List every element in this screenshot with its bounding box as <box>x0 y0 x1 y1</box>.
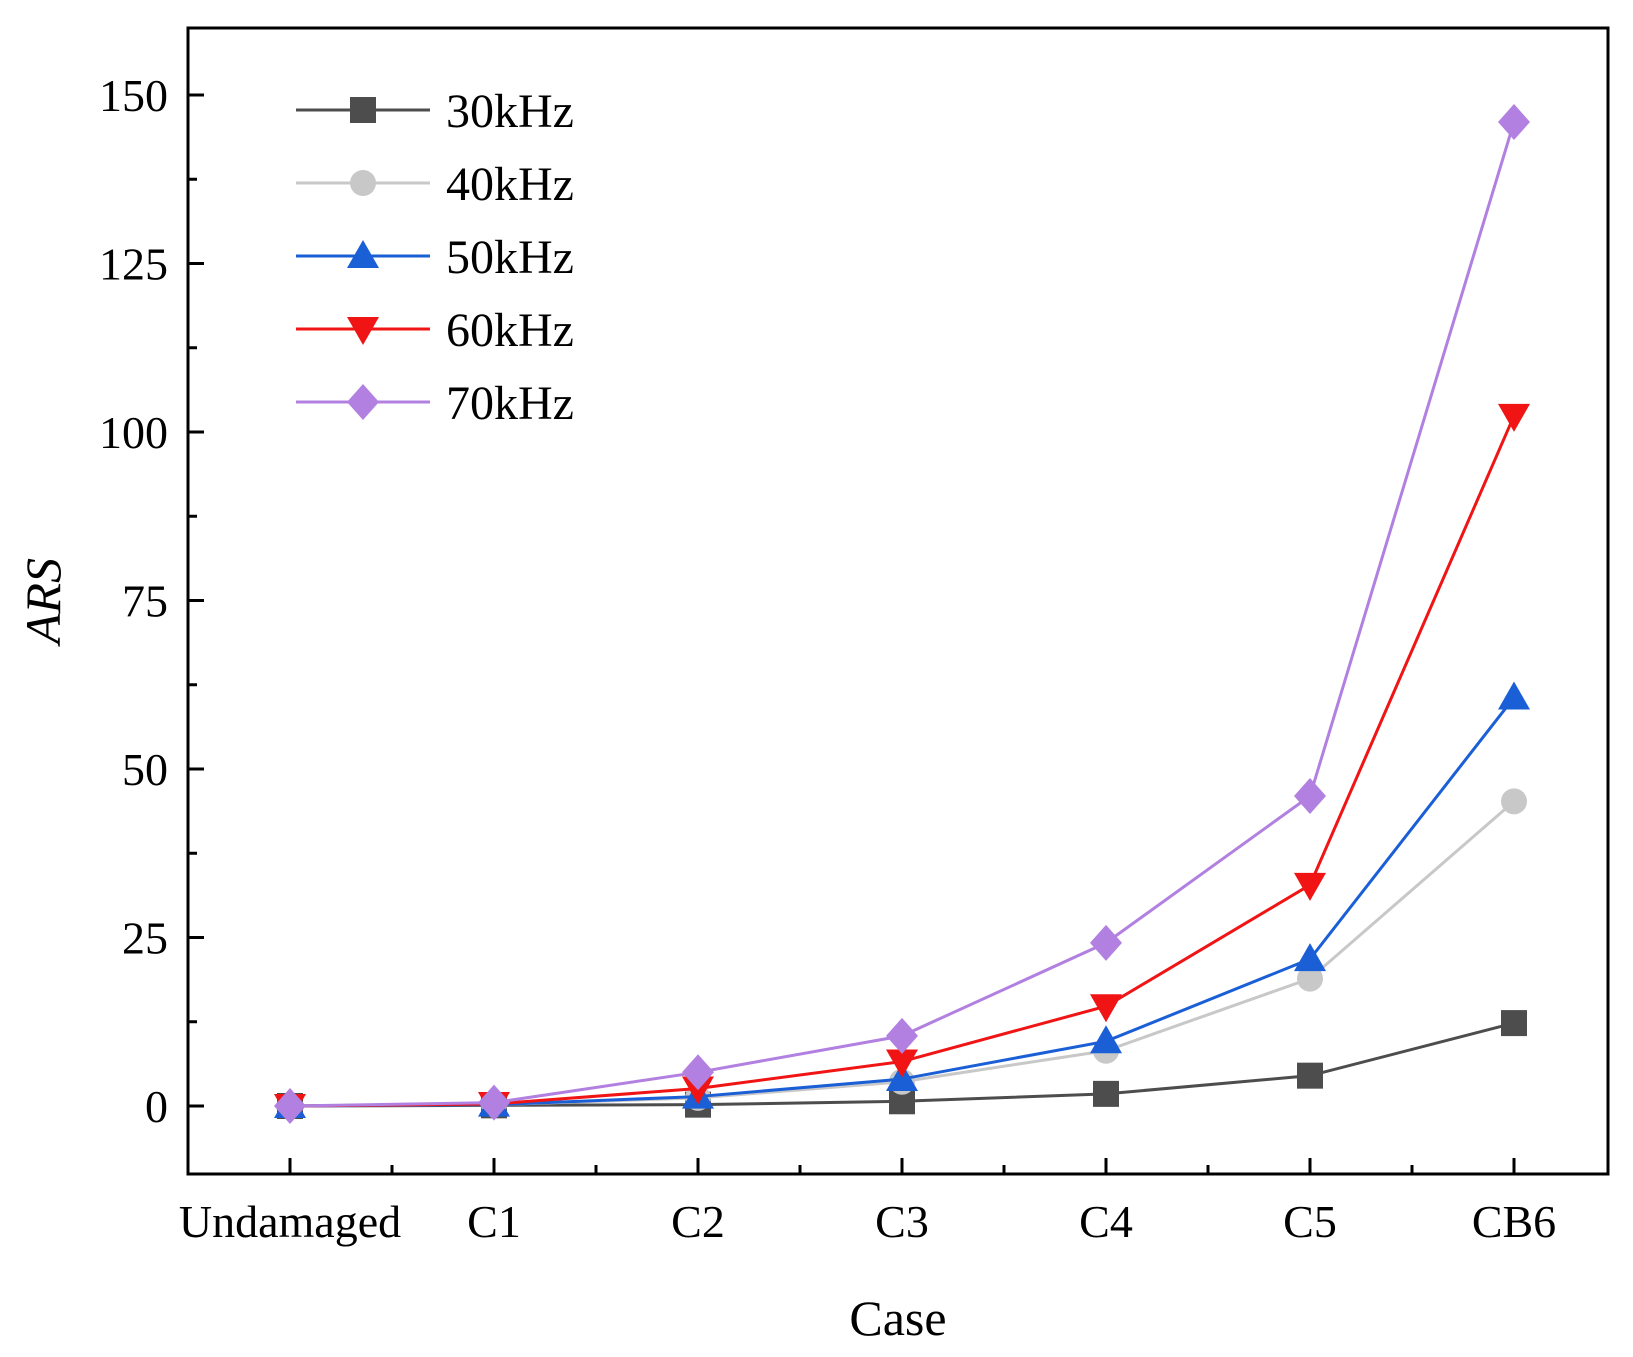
y-tick-label: 25 <box>122 913 168 964</box>
x-axis-title: Case <box>849 1290 946 1346</box>
x-tick-label: C1 <box>467 1196 521 1247</box>
data-point-70khz <box>478 1084 510 1121</box>
legend-marker-30khz <box>350 97 376 123</box>
x-tick-label: C2 <box>671 1196 725 1247</box>
x-tick-label: C4 <box>1079 1196 1133 1247</box>
x-tick-label: CB6 <box>1472 1196 1556 1247</box>
x-axis: Undamaged C1 C2 C3 C4 C5 CB6 <box>179 1158 1556 1247</box>
plot-frame <box>186 26 1610 1176</box>
y-tick-label: 75 <box>122 576 168 627</box>
data-point-60khz <box>1090 994 1122 1023</box>
legend: 30kHz 40kHz 50kHz 60kHz 70kHz <box>296 85 574 430</box>
data-point-70khz <box>682 1054 714 1091</box>
data-point-30khz <box>1297 1062 1323 1089</box>
legend-marker-50khz <box>347 240 379 268</box>
legend-marker-60khz <box>347 317 379 345</box>
y-tick-label: 0 <box>145 1081 168 1132</box>
data-point-50khz <box>1090 1025 1122 1054</box>
data-point-70khz <box>1294 777 1326 814</box>
legend-label-40khz: 40kHz <box>446 158 574 211</box>
x-tick-label: Undamaged <box>179 1196 401 1247</box>
y-tick-label: 50 <box>122 744 168 795</box>
x-tick-label: C3 <box>875 1196 929 1247</box>
data-point-60khz <box>1498 403 1530 432</box>
series-line-60khz <box>289 415 1516 1108</box>
legend-label-30khz: 30kHz <box>446 85 574 138</box>
data-point-50khz <box>1498 681 1530 710</box>
data-point-40khz <box>1501 788 1527 815</box>
legend-marker-40khz <box>350 170 376 196</box>
data-point-70khz <box>1498 103 1530 140</box>
y-tick-label: 125 <box>99 239 168 290</box>
legend-label-50khz: 50kHz <box>446 231 574 284</box>
series-group <box>274 103 1530 1124</box>
data-point-60khz <box>682 1076 714 1105</box>
data-point-60khz <box>886 1049 918 1078</box>
y-axis: 0 25 50 75 100 125 150 <box>99 70 204 1132</box>
y-axis-title: ARS <box>15 558 71 647</box>
legend-label-60khz: 60kHz <box>446 304 574 357</box>
x-tick-label: C5 <box>1283 1196 1337 1247</box>
data-point-50khz <box>1294 943 1326 972</box>
legend-marker-70khz <box>347 384 379 420</box>
data-point-60khz <box>1294 872 1326 901</box>
y-tick-label: 150 <box>99 70 168 121</box>
data-point-30khz <box>1501 1010 1527 1037</box>
legend-label-70khz: 70kHz <box>446 377 574 430</box>
y-tick-label: 100 <box>99 407 168 458</box>
data-point-40khz <box>1297 965 1323 992</box>
data-point-70khz <box>886 1017 918 1054</box>
data-point-70khz <box>274 1088 306 1124</box>
data-point-30khz <box>1093 1080 1119 1107</box>
data-point-70khz <box>1090 924 1122 961</box>
series-60khz <box>274 403 1530 1122</box>
series-70khz <box>274 103 1530 1124</box>
